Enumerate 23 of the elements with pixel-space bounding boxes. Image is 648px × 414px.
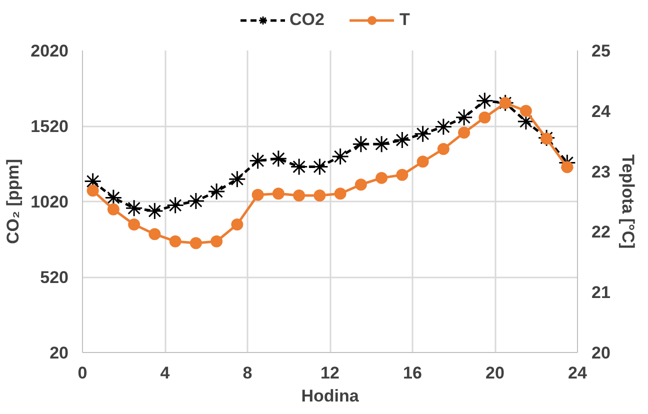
x-axis-title: Hodina [301, 386, 360, 406]
y-tick-label: 520 [40, 268, 69, 287]
x-tick-label: 20 [486, 364, 504, 382]
x-tick-label: 0 [78, 364, 88, 382]
x-tick-label: 4 [160, 364, 170, 382]
y2-tick-label: 23 [592, 162, 610, 182]
x-tick-label: 12 [320, 364, 340, 382]
y2-tick-label: 21 [592, 283, 610, 302]
y-axis-title: CO₂ [ppm] [4, 159, 23, 244]
x-tick-label: 16 [403, 364, 422, 382]
y-tick-label: 1520 [30, 117, 69, 136]
x-tick-label: 24 [568, 364, 588, 382]
y2-tick-label: 20 [592, 344, 610, 362]
y-tick-label: 1020 [30, 192, 69, 212]
y2-axis-title: Teplota [°C] [618, 154, 638, 249]
y-tick-label: 20 [50, 344, 69, 362]
y2-tick-label: 22 [592, 222, 610, 242]
x-tick-label: 8 [242, 364, 252, 382]
y2-tick-label: 24 [592, 102, 611, 121]
legend-label: CO2 [290, 10, 324, 30]
y-tick-label: 2020 [30, 42, 69, 60]
legend-label: T [399, 10, 411, 30]
y2-tick-label: 25 [592, 42, 610, 60]
